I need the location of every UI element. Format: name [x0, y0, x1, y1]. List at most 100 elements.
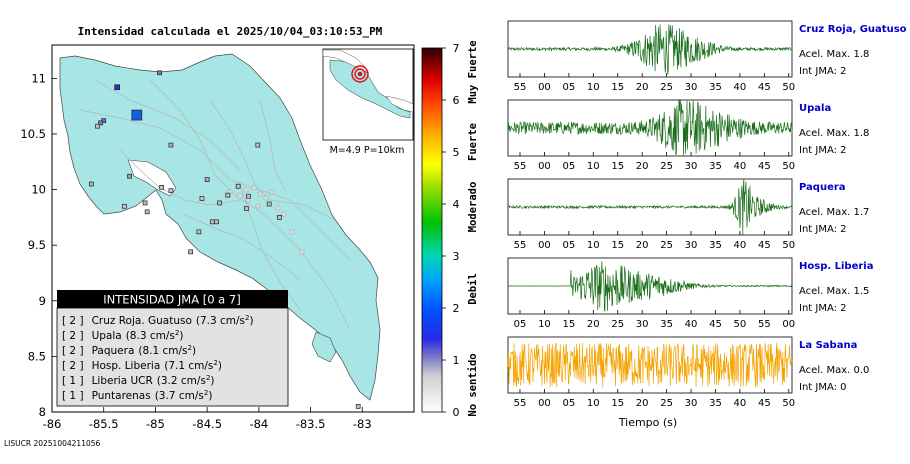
waveform-tick-label: 20 [636, 398, 649, 409]
legend-entry: [ 2 ] Cruz Roja. Guatuso (7.3 cm/s2) [62, 314, 254, 327]
waveform-tick-label: 55 [758, 319, 771, 330]
waveform-tick-label: 10 [538, 319, 551, 330]
legend-entry-sup: 2 [245, 314, 249, 322]
legend-entry-station: Liberia UCR [92, 375, 153, 387]
waveform-tick-label: 10 [587, 240, 600, 251]
waveform-station-name: Upala [799, 103, 831, 114]
legend-body [56, 307, 289, 407]
station-marker [98, 120, 103, 126]
waveform-tick-label: 40 [734, 161, 747, 172]
station-marker [266, 201, 272, 207]
legend-entry-accel: (3.2 cm/s [157, 375, 206, 387]
lat-tick-label: 8.5 [28, 349, 46, 363]
legend-header-bg [57, 290, 288, 308]
legend-entry-value: [ 1 ] [62, 390, 84, 402]
station-markers [88, 70, 361, 409]
waveform-station-name: Cruz Roja, Guatuso [799, 24, 907, 35]
waveform-tick-label: 25 [660, 82, 673, 93]
station-marker [277, 215, 282, 220]
station-marker [168, 142, 174, 148]
inset-land [329, 59, 411, 119]
waveform-tick-label: 55 [514, 161, 527, 172]
waveform-int-jma: Int JMA: 2 [799, 224, 847, 235]
colorbar-ticks: 0 1 2 3 4 5 6 7 [442, 42, 460, 419]
legend-entry-close: ) [192, 345, 196, 357]
legend-entry-value: [ 2 ] [62, 345, 84, 357]
station-marker [127, 173, 132, 179]
osa-peninsula [311, 331, 337, 363]
epicenter-marker [351, 65, 369, 83]
waveform-tick-label: 35 [709, 240, 722, 251]
lat-tick-label: 10.5 [20, 127, 46, 141]
waveform-tick-label: 00 [538, 240, 551, 251]
legend-entry-sup: 2 [175, 329, 179, 337]
waveform-tick-label: 05 [514, 319, 527, 330]
lon-tick-label: -83.5 [296, 417, 326, 431]
legend-entry-station: Paquera [92, 345, 135, 357]
lon-tick-label: -85 [146, 417, 165, 431]
waveform-tick-label: 30 [685, 161, 698, 172]
waveform-trace [507, 178, 793, 235]
inset-caption: M=4.9 P=10km [330, 145, 405, 156]
gulf-of-nicoya [127, 159, 177, 197]
legend-entry-station: Cruz Roja. Guatuso [92, 315, 192, 327]
legend-entry-close: ) [250, 315, 254, 327]
station-marker [122, 203, 127, 209]
lon-tick-label: -85.5 [89, 417, 119, 431]
legend-entries: [ 2 ] Cruz Roja. Guatuso (7.3 cm/s2)[ 2 ] U… [62, 314, 254, 402]
station-marker [255, 142, 261, 148]
waveform-tick-label: 50 [782, 240, 795, 251]
legend-entry-station: Puntarenas [92, 390, 151, 402]
road-network [79, 79, 351, 331]
lat-tick-label: 10 [31, 183, 46, 197]
waveform-tick-label: 25 [660, 240, 673, 251]
station-marker [188, 249, 193, 255]
waveform-tick-label: 00 [538, 398, 551, 409]
legend-entry: [ 1 ] Puntarenas (3.7 cm/s2) [62, 389, 212, 402]
waveform-tick-label: 40 [734, 82, 747, 93]
legend-entry-sup: 2 [213, 359, 217, 367]
waveform-tick-label: 05 [563, 161, 576, 172]
waveform-accel-max: Acel. Max. 0.0 [799, 365, 869, 376]
waveform-trace [507, 342, 793, 388]
waveform-tick-label: 55 [514, 240, 527, 251]
waveform-accel-max: Acel. Max. 1.8 [799, 128, 869, 139]
station-marker [88, 181, 94, 187]
station-marker [204, 177, 210, 182]
colorbar-tick-label: 4 [453, 198, 460, 211]
intensity-legend: INTENSIDAD JMA [0 a 7] [ 2 ] Cruz Roja. G… [56, 290, 289, 407]
lon-tick-label: -84 [249, 417, 268, 431]
station-marker [217, 200, 222, 206]
colorbar-gradient [421, 47, 443, 413]
station-marker [114, 84, 121, 91]
waveform-tick-label: 35 [709, 161, 722, 172]
legend-entry-station: Hosp. Liberia [92, 360, 161, 372]
waveform-tick-label: 20 [636, 82, 649, 93]
waveform-tick-label: 45 [758, 240, 771, 251]
waveform-int-jma: Int JMA: 0 [799, 382, 847, 393]
waveform-tick-label: 15 [611, 82, 624, 93]
colorbar-category: No sentido [467, 353, 479, 416]
station-marker [199, 196, 205, 201]
waveform-int-jma: Int JMA: 2 [799, 66, 847, 77]
legend-entry-value: [ 2 ] [62, 360, 84, 372]
legend-entry-value: [ 2 ] [62, 315, 84, 327]
waveform-panel: 55 00 05 10 15 20 25 30 35 40 45 50 Cruz Roja, Guatu… [507, 20, 907, 93]
waveform-panel: 55 00 05 10 15 20 25 30 35 40 45 50 Paquera Acel. Max… [507, 178, 869, 251]
lon-tick-label: -86 [43, 417, 62, 431]
map-panel: 8 8.5 9 9.5 10 10.5 11 -86 -85.5 -85 -84.5 -84 -83.… [20, 44, 415, 431]
lat-tick-label: 11 [31, 71, 46, 85]
map-title: Intensidad calculada el 2025/10/04_03:10… [78, 25, 383, 38]
waveform-tick-label: 05 [563, 398, 576, 409]
lat-tick-label: 9 [39, 294, 46, 308]
waveform-station-name: La Sabana [799, 340, 857, 351]
waveform-tick-label: 15 [611, 161, 624, 172]
colorbar-tick-label: 6 [453, 94, 460, 107]
legend-entry-accel: (8.3 cm/s [126, 330, 175, 342]
waveform-tick-label: 20 [587, 319, 600, 330]
waveform-int-jma: Int JMA: 2 [799, 303, 847, 314]
station-marker [144, 209, 150, 215]
waveform-tick-label: 55 [514, 82, 527, 93]
map-latitude-axis: 8 8.5 9 9.5 10 10.5 11 [20, 71, 57, 419]
